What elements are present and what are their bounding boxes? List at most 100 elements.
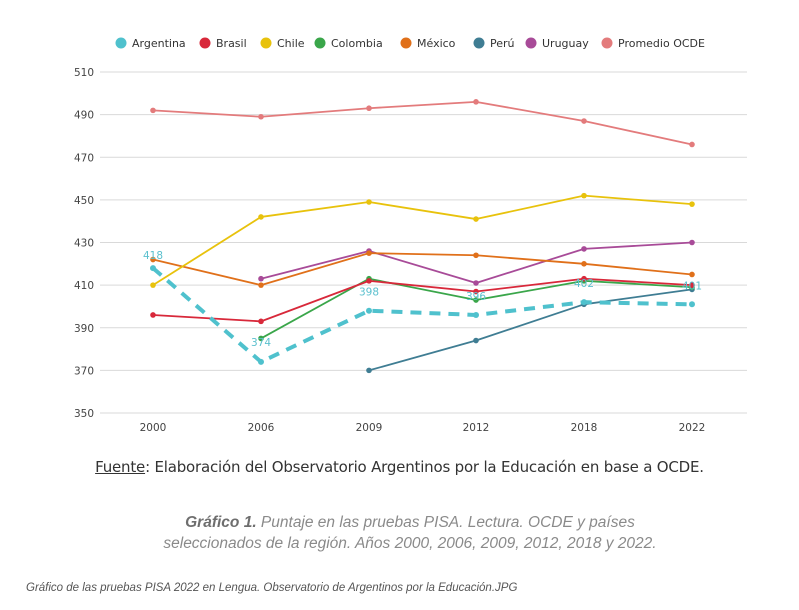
data-label: 396: [466, 291, 486, 303]
legend-swatch: [601, 37, 613, 49]
x-axis: 2000 2006 2009 2012 2018 2022: [140, 422, 706, 434]
y-tick-label: 350: [74, 408, 94, 420]
data-point: [689, 301, 695, 308]
legend-label: México: [417, 37, 456, 50]
legend-swatch: [260, 37, 272, 49]
data-point: [473, 288, 479, 295]
legend-item: Colombia: [314, 37, 383, 50]
data-point: [366, 278, 372, 284]
legend-item: Argentina: [115, 37, 186, 50]
y-tick-label: 490: [74, 110, 94, 122]
data-point: [258, 214, 264, 220]
y-tick-label: 510: [74, 67, 94, 79]
data-point: [473, 252, 479, 259]
caption-bold: Gráfico 1.: [185, 514, 257, 531]
legend-label: Uruguay: [542, 37, 589, 50]
legend-item: Perú: [473, 37, 515, 50]
legend-swatch: [115, 37, 127, 49]
y-tick-label: 410: [74, 280, 94, 292]
data-point: [366, 307, 372, 314]
data-point: [258, 358, 264, 365]
data-point: [689, 141, 695, 148]
data-point: [366, 367, 372, 374]
series-chile: [150, 192, 695, 288]
data-point: [689, 271, 695, 278]
legend-label: Colombia: [331, 37, 383, 50]
source-note: Fuente: Elaboración del Observatorio Arg…: [0, 458, 799, 476]
series-line: [368, 288, 693, 372]
data-point: [258, 282, 264, 288]
data-point: [473, 280, 479, 286]
legend-swatch: [400, 37, 412, 49]
series-line: [260, 241, 693, 284]
data-point: [689, 239, 695, 246]
data-point: [366, 250, 372, 256]
legend-item: Uruguay: [525, 37, 589, 50]
data-point: [581, 118, 587, 124]
data-point: [366, 199, 372, 205]
series-line: [152, 277, 693, 323]
y-tick-label: 450: [74, 195, 94, 207]
data-point: [473, 297, 479, 303]
data-point: [150, 312, 156, 318]
legend-item: Promedio OCDE: [601, 37, 705, 50]
legend-item: Chile: [260, 37, 305, 50]
data-point: [581, 261, 587, 267]
data-point: [581, 299, 587, 306]
series-argentina: [150, 265, 695, 365]
y-tick-label: 390: [74, 323, 94, 335]
legend-swatch: [199, 37, 211, 49]
series-lines: [150, 99, 695, 374]
data-point: [473, 216, 479, 222]
legend-item: México: [400, 37, 456, 50]
y-tick-label: 370: [74, 365, 94, 377]
x-tick-label: 2006: [248, 422, 275, 434]
x-tick-label: 2000: [140, 422, 167, 434]
data-point: [150, 282, 156, 288]
source-label: Fuente: [95, 458, 146, 476]
y-axis: 350 370 390 410 430 450 470 490 510: [74, 67, 94, 420]
data-labels: 418 374 398 396 402 401: [143, 250, 702, 349]
grid: [100, 71, 747, 414]
series-brasil: [150, 275, 695, 325]
data-point: [473, 337, 479, 344]
data-label: 374: [251, 337, 271, 349]
series-perú: [366, 286, 695, 374]
data-label: 418: [143, 250, 163, 262]
data-point: [473, 311, 479, 318]
data-point: [473, 99, 479, 105]
figure-caption: Gráfico 1. Puntaje en las pruebas PISA. …: [150, 512, 670, 554]
data-point: [581, 192, 587, 199]
legend-label: Perú: [490, 37, 515, 50]
x-tick-label: 2009: [356, 422, 383, 434]
series-line: [152, 252, 693, 287]
data-point: [150, 256, 156, 263]
data-point: [258, 318, 264, 325]
image-filename: Gráfico de las pruebas PISA 2022 en Leng…: [26, 582, 518, 594]
caption-text: Puntaje en las pruebas PISA. Lectura. OC…: [163, 514, 657, 552]
series-promedio-ocde: [150, 99, 695, 148]
legend-item: Brasil: [199, 37, 247, 50]
data-point: [258, 275, 264, 282]
legend-label: Promedio OCDE: [618, 37, 705, 50]
source-text: : Elaboración del Observatorio Argentino…: [145, 458, 704, 476]
data-point: [581, 275, 587, 282]
series-uruguay: [258, 239, 695, 286]
data-label: 402: [574, 278, 594, 290]
y-tick-label: 430: [74, 238, 94, 250]
y-tick-label: 470: [74, 152, 94, 164]
series-line: [152, 194, 693, 286]
data-point: [689, 201, 695, 207]
data-point: [150, 107, 156, 114]
line-chart: Argentina Brasil Chile Colombia México Perú Ur…: [74, 37, 747, 434]
x-tick-label: 2012: [463, 422, 490, 434]
series-méxico: [150, 250, 695, 288]
legend-swatch: [314, 37, 326, 49]
data-point: [581, 246, 587, 252]
series-line: [151, 266, 693, 364]
legend-label: Argentina: [132, 37, 186, 50]
x-tick-label: 2018: [571, 422, 598, 434]
data-label: 401: [682, 280, 702, 292]
legend-swatch: [525, 37, 537, 49]
data-label: 398: [359, 287, 379, 299]
